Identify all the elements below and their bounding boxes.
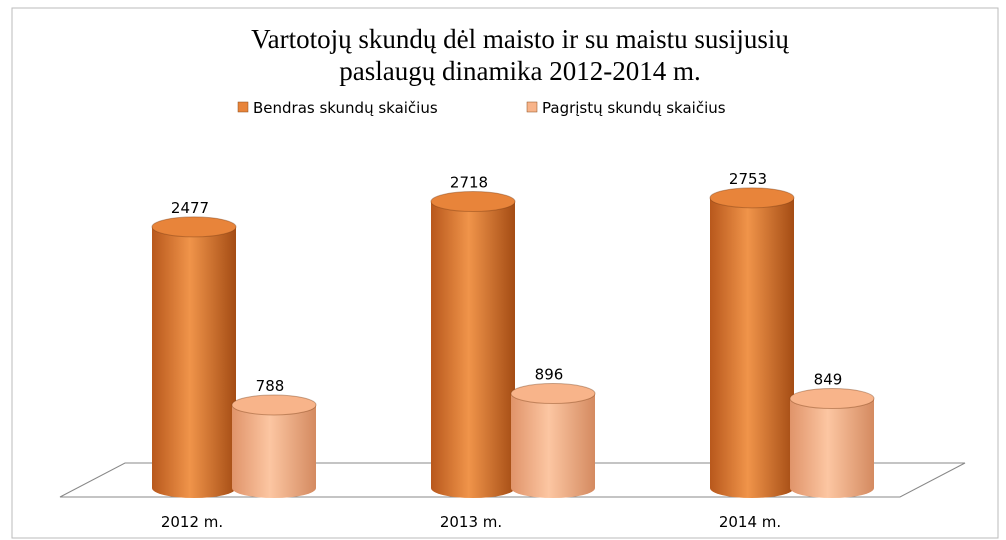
bar <box>710 197 794 488</box>
bar-top <box>151 216 237 238</box>
legend-swatch <box>237 101 249 113</box>
chart-title: Vartotojų skundų dėl maisto ir su maistu… <box>251 24 789 54</box>
legend-label: Pagrįstų skundų skaičius <box>542 99 726 117</box>
bar <box>511 393 595 488</box>
frame <box>11 7 999 539</box>
chart-title: paslaugų dinamika 2012-2014 m. <box>339 56 700 86</box>
bar <box>152 226 236 488</box>
data-label: 2753 <box>729 170 767 188</box>
x-tick-label: 2013 m. <box>440 513 502 531</box>
legend-label: Bendras skundų skaičius <box>253 99 438 117</box>
data-label: 788 <box>256 377 285 395</box>
bar <box>232 404 316 488</box>
bar-top <box>510 383 596 405</box>
bar-top <box>430 191 516 213</box>
bar <box>790 398 874 488</box>
data-label: 896 <box>535 366 564 384</box>
bar-top <box>231 394 317 416</box>
bar-top <box>709 187 795 209</box>
data-label: 2477 <box>171 199 209 217</box>
x-tick-label: 2014 m. <box>719 513 781 531</box>
bar-top <box>789 388 875 410</box>
legend-swatch <box>526 101 538 113</box>
data-label: 2718 <box>450 174 488 192</box>
data-label: 849 <box>814 371 843 389</box>
bar <box>431 201 515 488</box>
x-tick-label: 2012 m. <box>161 513 223 531</box>
